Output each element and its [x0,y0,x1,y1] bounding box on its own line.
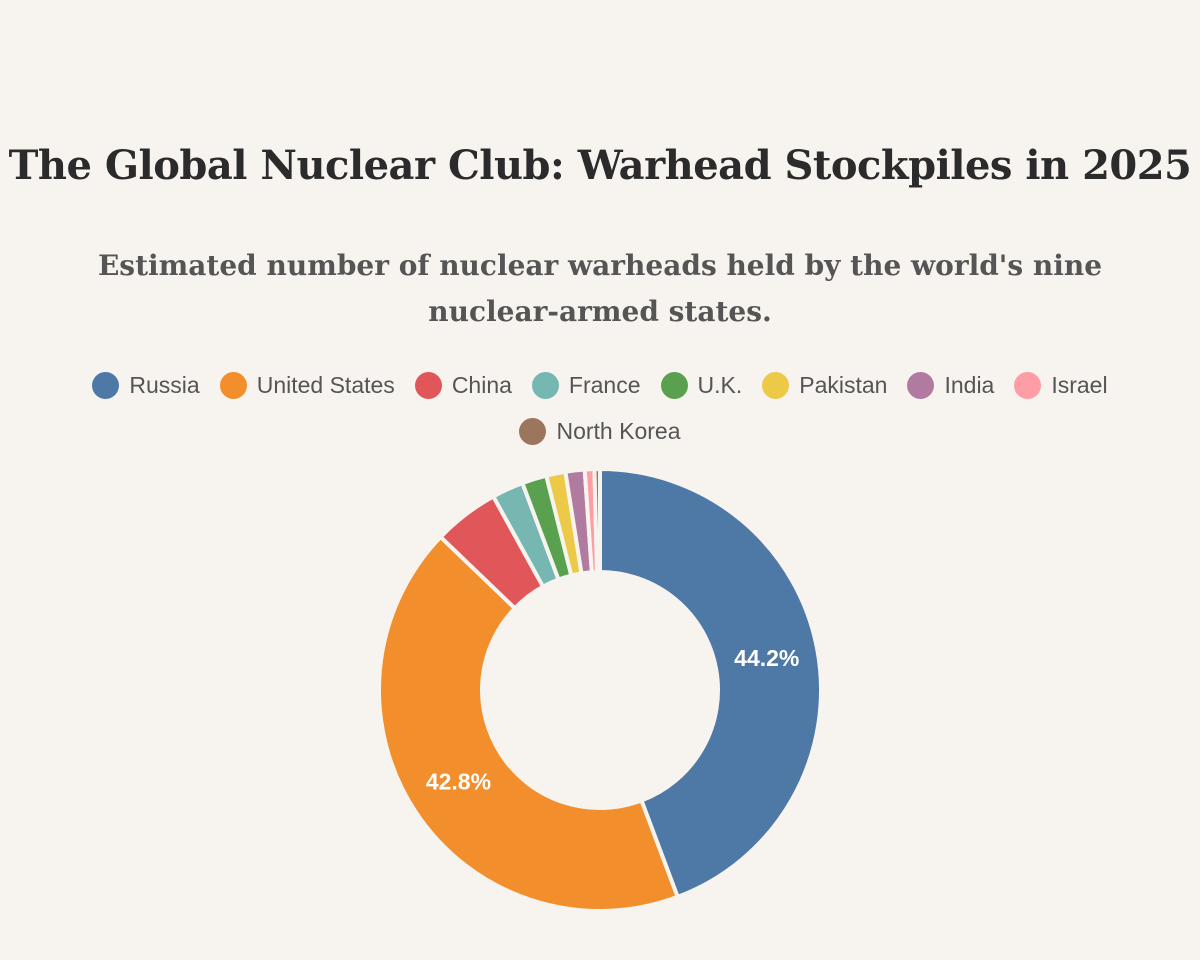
legend-label: Israel [1051,371,1108,398]
legend-label: North Korea [556,417,681,444]
donut-slice-russia[interactable] [598,466,823,900]
legend-swatch [762,371,790,399]
legend-swatch [519,417,547,445]
chart-title: The Global Nuclear Club: Warhead Stockpi… [8,142,1192,189]
legend-swatch [92,371,120,399]
legend-label: India [944,371,995,398]
slice-data-label: 42.8% [426,768,491,794]
legend-swatch [414,371,442,399]
legend-label: Pakistan [799,371,888,398]
donut-slice-north-korea[interactable] [592,466,602,575]
legend-label: China [451,371,512,398]
legend-swatch [907,371,935,399]
legend-item[interactable]: China [414,366,512,404]
legend-label: United States [256,371,395,398]
legend-label: U.K. [697,371,743,398]
slice-data-label: 44.2% [734,645,799,671]
legend-item[interactable]: France [531,366,641,404]
legend-item[interactable]: Pakistan [762,366,887,404]
legend-swatch [660,371,688,399]
legend-label: Russia [129,371,200,398]
legend-swatch [531,371,559,399]
legend-item[interactable]: U.K. [660,366,743,404]
legend-item[interactable]: Israel [1014,366,1108,404]
legend-swatch [1014,371,1042,399]
legend-swatch [219,371,247,399]
legend-item[interactable]: United States [219,366,395,404]
chart-legend: Russia United States China France U.K. Pakist… [50,366,1150,450]
donut-slice-united-states[interactable] [377,534,681,913]
legend-item[interactable]: North Korea [519,412,681,450]
legend-label: France [568,371,641,398]
legend-item[interactable]: India [907,366,994,404]
chart-subtitle: Estimated number of nuclear warheads hel… [97,249,1103,328]
legend-item[interactable]: Russia [92,366,200,404]
